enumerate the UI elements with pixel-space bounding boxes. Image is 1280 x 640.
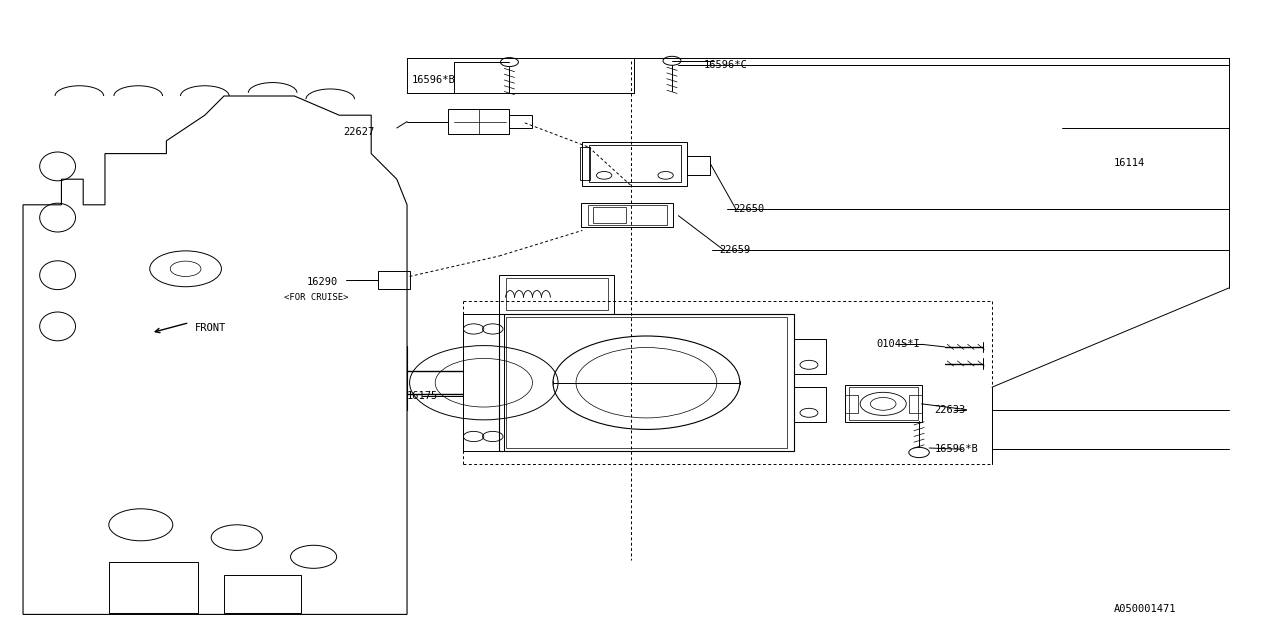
Text: FRONT: FRONT (195, 323, 225, 333)
Text: 22633: 22633 (934, 404, 965, 415)
Text: 0104S*I: 0104S*I (877, 339, 920, 349)
Bar (845, 395, 858, 413)
Bar (463, 314, 504, 451)
Bar (687, 156, 710, 175)
Bar (849, 387, 918, 420)
Bar (581, 203, 673, 227)
Text: <FOR CRUISE>: <FOR CRUISE> (284, 293, 348, 302)
Text: 16290: 16290 (307, 276, 338, 287)
Bar (509, 115, 532, 128)
Text: 22650: 22650 (733, 204, 764, 214)
Bar (794, 339, 826, 374)
Text: 16175: 16175 (407, 390, 438, 401)
Text: 22659: 22659 (719, 244, 750, 255)
Bar (588, 205, 667, 225)
Text: 22627: 22627 (343, 127, 374, 138)
Bar (593, 207, 626, 223)
Bar (378, 271, 410, 289)
Bar (580, 147, 590, 180)
Text: 16596*B: 16596*B (934, 444, 978, 454)
Bar (845, 385, 922, 422)
Text: 16596*B: 16596*B (412, 75, 456, 85)
Bar (224, 575, 301, 613)
Bar (589, 145, 681, 182)
Bar (506, 317, 787, 448)
Text: 16596*C: 16596*C (704, 60, 748, 70)
Bar (794, 387, 826, 422)
Bar (582, 142, 687, 186)
Bar (909, 395, 922, 413)
Text: 16114: 16114 (1114, 158, 1144, 168)
Bar (109, 562, 198, 613)
Text: A050001471: A050001471 (1114, 604, 1176, 614)
Bar (499, 275, 614, 314)
Bar (448, 109, 509, 134)
Bar (506, 278, 608, 310)
Bar (499, 314, 794, 451)
